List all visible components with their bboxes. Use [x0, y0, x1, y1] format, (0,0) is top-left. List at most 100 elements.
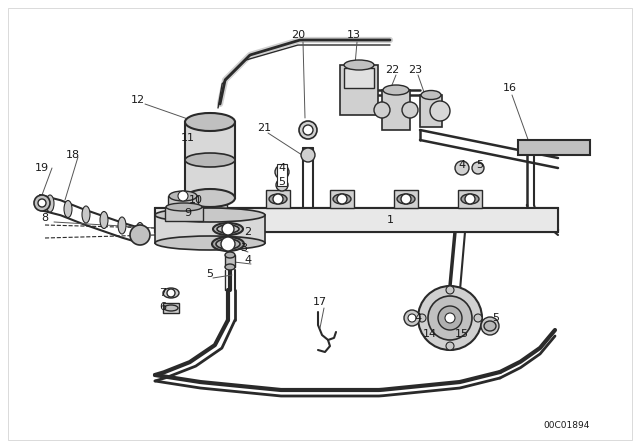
- Ellipse shape: [136, 223, 144, 240]
- Circle shape: [167, 289, 175, 297]
- Ellipse shape: [421, 90, 441, 99]
- Circle shape: [438, 306, 462, 330]
- Bar: [344, 68, 374, 88]
- Circle shape: [402, 102, 418, 118]
- Circle shape: [408, 314, 416, 322]
- Text: 7: 7: [159, 288, 166, 298]
- Circle shape: [418, 314, 426, 322]
- Circle shape: [303, 125, 313, 135]
- Text: 00C01894: 00C01894: [543, 421, 590, 430]
- Circle shape: [210, 194, 220, 204]
- Circle shape: [275, 165, 289, 179]
- Ellipse shape: [344, 60, 374, 70]
- Text: 5: 5: [278, 177, 285, 187]
- Ellipse shape: [225, 252, 235, 258]
- Circle shape: [38, 199, 46, 207]
- Text: 23: 23: [408, 65, 422, 75]
- Circle shape: [404, 310, 420, 326]
- Circle shape: [401, 194, 411, 204]
- Text: 4: 4: [458, 160, 465, 170]
- Circle shape: [481, 317, 499, 335]
- Circle shape: [472, 162, 484, 174]
- Text: 6: 6: [159, 302, 166, 312]
- Bar: [340, 65, 378, 115]
- Circle shape: [418, 286, 482, 350]
- Circle shape: [446, 342, 454, 350]
- Ellipse shape: [100, 211, 108, 228]
- Bar: [518, 140, 590, 155]
- Text: 11: 11: [181, 133, 195, 143]
- Bar: [266, 190, 290, 208]
- Circle shape: [130, 225, 150, 245]
- Text: 13: 13: [347, 30, 361, 40]
- Text: 12: 12: [131, 95, 145, 105]
- Text: 14: 14: [423, 329, 437, 339]
- Text: 16: 16: [503, 83, 517, 93]
- Ellipse shape: [185, 153, 235, 167]
- Circle shape: [428, 296, 472, 340]
- Bar: [458, 190, 482, 208]
- Text: 18: 18: [66, 150, 80, 160]
- Ellipse shape: [397, 194, 415, 204]
- Ellipse shape: [484, 321, 496, 331]
- Text: 4: 4: [278, 163, 285, 173]
- Ellipse shape: [213, 223, 243, 235]
- Circle shape: [276, 179, 288, 191]
- Ellipse shape: [206, 194, 224, 204]
- Circle shape: [430, 101, 450, 121]
- Text: 4: 4: [415, 313, 422, 323]
- Circle shape: [222, 223, 234, 235]
- Ellipse shape: [217, 225, 239, 233]
- Circle shape: [337, 194, 347, 204]
- Bar: [420, 95, 442, 127]
- Ellipse shape: [163, 288, 179, 298]
- Bar: [203, 190, 227, 208]
- Circle shape: [178, 191, 188, 201]
- Bar: [225, 255, 235, 267]
- Circle shape: [465, 194, 475, 204]
- Ellipse shape: [164, 305, 178, 311]
- Circle shape: [474, 314, 482, 322]
- Ellipse shape: [333, 194, 351, 204]
- Bar: [165, 207, 203, 221]
- Bar: [163, 303, 179, 313]
- Text: 22: 22: [385, 65, 399, 75]
- Text: 19: 19: [35, 163, 49, 173]
- Ellipse shape: [216, 239, 240, 249]
- Bar: [168, 196, 198, 216]
- Text: 17: 17: [313, 297, 327, 307]
- Text: 4: 4: [244, 255, 252, 265]
- Circle shape: [221, 237, 235, 251]
- Ellipse shape: [383, 85, 409, 95]
- Circle shape: [34, 195, 50, 211]
- Circle shape: [445, 313, 455, 323]
- Bar: [277, 164, 287, 186]
- Circle shape: [299, 121, 317, 139]
- Circle shape: [301, 148, 315, 162]
- Bar: [155, 215, 265, 243]
- Bar: [394, 190, 418, 208]
- Ellipse shape: [269, 194, 287, 204]
- Ellipse shape: [169, 191, 197, 201]
- Bar: [155, 208, 558, 232]
- Ellipse shape: [166, 203, 202, 211]
- Bar: [185, 122, 235, 198]
- Ellipse shape: [46, 195, 54, 212]
- Ellipse shape: [461, 194, 479, 204]
- Ellipse shape: [155, 236, 265, 250]
- Ellipse shape: [212, 237, 244, 251]
- Ellipse shape: [185, 189, 235, 207]
- Text: 10: 10: [189, 195, 203, 205]
- Text: 5: 5: [207, 269, 214, 279]
- Text: 15: 15: [455, 329, 469, 339]
- Bar: [330, 190, 354, 208]
- Circle shape: [446, 286, 454, 294]
- Ellipse shape: [64, 201, 72, 217]
- Ellipse shape: [155, 208, 265, 222]
- Text: 20: 20: [291, 30, 305, 40]
- Ellipse shape: [82, 206, 90, 223]
- Ellipse shape: [118, 217, 126, 234]
- Text: 5: 5: [493, 313, 499, 323]
- Text: 8: 8: [42, 213, 49, 223]
- Circle shape: [374, 102, 390, 118]
